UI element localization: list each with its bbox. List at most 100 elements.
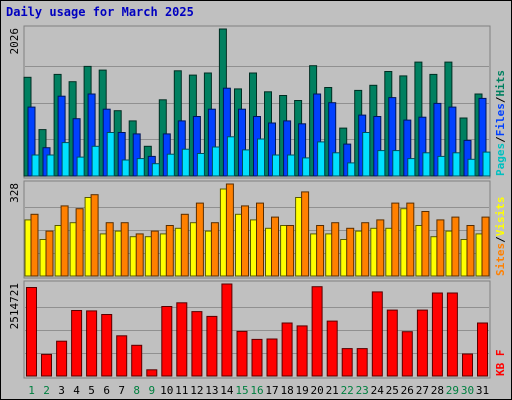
bar-kbytes-kb-f-day-17 — [266, 338, 278, 377]
bar-kbytes-kb-f-day-16 — [251, 338, 263, 377]
bar-kbytes-kb-f-day-15 — [236, 330, 248, 377]
bar-visits-sites-day-31 — [481, 216, 490, 277]
x-tick-label-28: 28 — [431, 384, 444, 397]
bar-kbytes-kb-f-day-30 — [462, 353, 473, 377]
bar-hits-pages-day-21 — [332, 152, 341, 177]
bar-visits-sites-day-16 — [256, 202, 264, 277]
bar-hits-pages-day-14 — [226, 136, 235, 177]
x-tick-label-15: 15 — [235, 384, 248, 397]
panel-visits-legend: Sites/Visits — [494, 197, 507, 277]
bar-kbytes-kb-f-day-24 — [371, 291, 383, 377]
bar-kbytes-kb-f-day-12 — [191, 311, 203, 377]
bar-hits-pages-day-12 — [196, 153, 205, 177]
bar-hits-pages-day-19 — [302, 157, 311, 177]
bar-hits-pages-day-24 — [377, 150, 386, 177]
bar-kbytes-kb-f-day-11 — [176, 302, 188, 377]
x-tick-label-14: 14 — [220, 384, 234, 397]
legend-entry: Visits — [494, 197, 507, 237]
legend-entry: KB F — [494, 350, 507, 377]
x-tick-label-5: 5 — [88, 384, 95, 397]
legend-entry: / — [494, 96, 507, 103]
bar-hits-pages-day-10 — [166, 153, 175, 177]
bar-visits-sites-day-10 — [165, 225, 174, 277]
bar-hits-pages-day-15 — [242, 149, 250, 177]
panel-visits-ymax-label: 328 — [8, 183, 21, 203]
bar-kbytes-kb-f-day-13 — [206, 315, 218, 377]
bar-hits-pages-day-31 — [482, 151, 491, 177]
bar-hits-pages-day-3 — [61, 142, 70, 177]
bar-kbytes-kb-f-day-22 — [341, 348, 353, 377]
bar-hits-pages-day-20 — [317, 141, 326, 177]
x-tick-label-6: 6 — [103, 384, 110, 397]
bar-hits-pages-day-29 — [452, 152, 461, 177]
x-tick-label-31: 31 — [476, 384, 489, 397]
x-tick-label-7: 7 — [118, 384, 125, 397]
bar-kbytes-kb-f-day-28 — [431, 292, 443, 377]
x-tick-label-23: 23 — [356, 384, 369, 397]
bar-visits-sites-day-18 — [286, 225, 295, 277]
x-tick-label-2: 2 — [43, 384, 50, 397]
bar-visits-sites-day-30 — [466, 225, 475, 277]
x-tick-label-9: 9 — [148, 384, 155, 397]
bar-kbytes-kb-f-day-8 — [131, 344, 143, 377]
x-tick-label-21: 21 — [326, 384, 339, 397]
bar-hits-pages-day-27 — [422, 152, 431, 177]
bar-hits-pages-day-22 — [347, 162, 356, 177]
bar-hits-pages-day-25 — [392, 150, 401, 177]
bar-hits-pages-day-30 — [467, 158, 476, 177]
panel-kbytes-legend: KB F — [494, 350, 507, 377]
bar-kbytes-kb-f-day-31 — [477, 322, 488, 377]
bar-visits-sites-day-22 — [346, 227, 355, 277]
bar-kbytes-kb-f-day-26 — [401, 331, 413, 377]
x-tick-label-30: 30 — [461, 384, 474, 397]
x-tick-label-4: 4 — [73, 384, 80, 397]
bar-kbytes-kb-f-day-27 — [416, 309, 428, 377]
bar-visits-sites-day-6 — [105, 222, 114, 277]
bar-visits-sites-day-27 — [421, 211, 430, 277]
bar-kbytes-kb-f-day-9 — [146, 369, 158, 377]
bar-kbytes-kb-f-day-2 — [41, 353, 52, 377]
bar-visits-sites-day-2 — [45, 230, 54, 277]
legend-entry: / — [494, 236, 507, 243]
bar-kbytes-kb-f-day-18 — [281, 322, 293, 377]
bar-kbytes-kb-f-day-1 — [26, 287, 37, 377]
bar-visits-sites-day-20 — [316, 225, 325, 277]
bar-kbytes-kb-f-day-10 — [161, 306, 173, 377]
bar-visits-sites-day-8 — [135, 233, 144, 277]
bar-hits-pages-day-26 — [407, 158, 416, 177]
bar-visits-sites-day-12 — [195, 202, 204, 277]
bar-kbytes-kb-f-day-20 — [311, 286, 323, 377]
bar-hits-pages-day-2 — [46, 154, 55, 177]
panel-hits-legend: Pages/Files/Hits — [494, 70, 507, 176]
bar-visits-sites-day-14 — [225, 183, 234, 277]
x-tick-label-12: 12 — [190, 384, 203, 397]
bar-visits-sites-day-5 — [90, 194, 99, 277]
x-tick-label-26: 26 — [401, 384, 414, 397]
x-tick-label-20: 20 — [310, 384, 323, 397]
bar-visits-sites-day-15 — [241, 205, 249, 277]
x-tick-label-25: 25 — [386, 384, 399, 397]
x-tick-label-11: 11 — [175, 384, 188, 397]
x-tick-label-24: 24 — [371, 384, 385, 397]
chart-title: Daily usage for March 2025 — [6, 5, 194, 19]
bar-kbytes-kb-f-day-19 — [296, 325, 308, 377]
bar-hits-pages-day-8 — [136, 158, 145, 177]
bar-kbytes-kb-f-day-23 — [356, 348, 368, 377]
bar-hits-pages-day-28 — [437, 155, 446, 177]
x-tick-label-1: 1 — [28, 384, 35, 397]
bar-hits-pages-day-4 — [76, 156, 85, 177]
bar-visits-sites-day-9 — [150, 230, 159, 277]
bar-visits-sites-day-25 — [391, 202, 400, 277]
bar-kbytes-kb-f-day-4 — [71, 310, 83, 377]
bar-visits-sites-day-4 — [75, 208, 84, 277]
bar-hits-pages-day-23 — [362, 132, 371, 177]
legend-entry: Sites — [494, 243, 507, 276]
bar-kbytes-kb-f-day-21 — [326, 320, 338, 377]
x-tick-label-17: 17 — [265, 384, 278, 397]
x-tick-label-27: 27 — [416, 384, 429, 397]
x-tick-label-18: 18 — [280, 384, 293, 397]
bar-kbytes-kb-f-day-25 — [386, 309, 398, 377]
bar-hits-pages-day-1 — [31, 154, 40, 177]
x-tick-label-8: 8 — [133, 384, 140, 397]
